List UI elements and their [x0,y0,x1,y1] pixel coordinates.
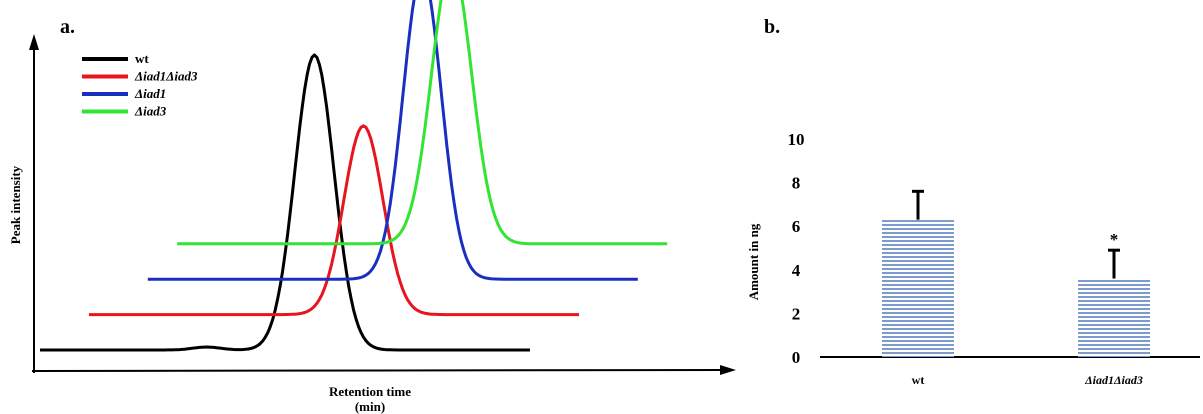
legend-label-0: wt [135,51,149,66]
bar-y-axis-title: Amount in ng [746,223,761,300]
legend-label-1: Δiad1Δiad3 [134,69,198,84]
bar-chart-panel: b. Amount in ng 0 2 4 6 8 10 wt Δiad1Δiad3 * [746,16,1200,387]
y-tick-label-5: 10 [788,130,805,149]
y-axis-title: Peak intensity [8,165,23,244]
x-axis-line [31,369,723,372]
y-tick-label-0: 0 [792,348,801,367]
x-axis-arrowhead [720,365,736,375]
bar-1 [1078,278,1150,357]
series-line-0 [40,53,530,352]
series-line-1 [89,124,579,317]
x-category-label-1: Δiad1Δiad3 [1084,373,1143,387]
bars: wt Δiad1Δiad3 * [882,189,1150,387]
x-axis-title-line-1: Retention time [329,384,411,399]
y-tick-label-1: 2 [792,304,801,323]
y-tick-label-2: 4 [792,261,801,280]
panel-b-label: b. [764,16,780,38]
y-tick-label-4: 8 [792,174,801,193]
line-chart-panel: a. Peak intensity Retention time (min) w… [8,0,736,414]
legend-label-2: Δiad1 [134,86,166,101]
series-line-2 [147,0,638,281]
significance-marker-1: * [1110,230,1119,249]
panel-a-label: a. [60,16,75,38]
legend-label-3: Δiad3 [134,104,167,119]
x-axis-title-line-2: (min) [355,399,385,414]
y-axis-arrowhead [29,34,39,50]
bar-y-tick-labels: 0 2 4 6 8 10 [788,130,805,367]
x-category-label-0: wt [912,373,925,387]
series-line-3 [177,0,668,246]
y-tick-label-3: 6 [792,217,801,236]
series-curves [40,0,668,352]
bar-0 [882,219,954,357]
